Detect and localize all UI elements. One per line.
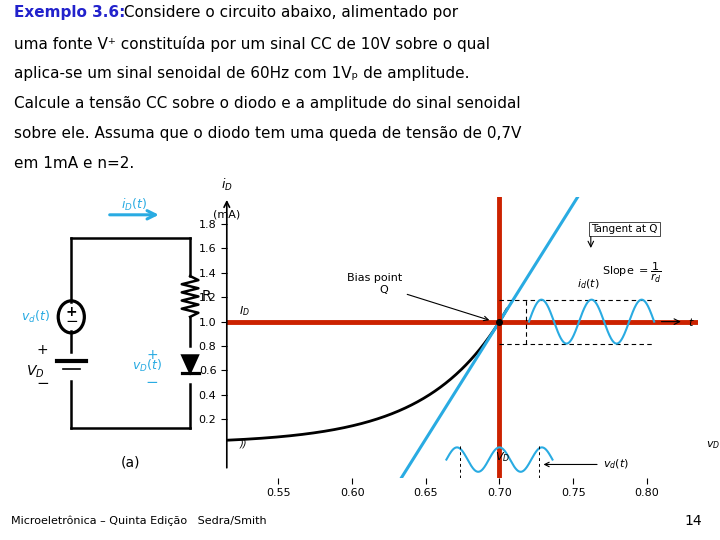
Text: Slope $= \dfrac{1}{r_d}$: Slope $= \dfrac{1}{r_d}$ <box>602 261 662 285</box>
Text: (mA): (mA) <box>213 210 240 219</box>
Text: sobre ele. Assuma que o diodo tem uma queda de tensão de 0,7V: sobre ele. Assuma que o diodo tem uma qu… <box>14 126 522 141</box>
Text: −: − <box>145 375 158 390</box>
Text: $t$: $t$ <box>688 315 695 328</box>
Text: $i_D$: $i_D$ <box>221 177 233 193</box>
Text: $V_D$: $V_D$ <box>27 364 45 381</box>
Text: $i_D(t)$: $i_D(t)$ <box>121 197 148 213</box>
Text: uma fonte V⁺ constituída por um sinal CC de 10V sobre o qual: uma fonte V⁺ constituída por um sinal CC… <box>14 36 490 51</box>
Text: +: + <box>146 348 158 362</box>
Text: aplica-se um sinal senoidal de 60Hz com 1Vₚ de amplitude.: aplica-se um sinal senoidal de 60Hz com … <box>14 66 470 80</box>
Text: em 1mA e n=2.: em 1mA e n=2. <box>14 156 135 171</box>
Text: −: − <box>37 376 49 392</box>
Text: $v_D$(V): $v_D$(V) <box>706 437 720 450</box>
Text: Bias point
      Q: Bias point Q <box>346 273 488 321</box>
Text: +: + <box>66 306 77 320</box>
Polygon shape <box>182 355 198 373</box>
Text: $i_d(t)$: $i_d(t)$ <box>577 278 599 291</box>
Text: Tangent at Q: Tangent at Q <box>591 224 658 234</box>
Text: 14: 14 <box>685 514 702 528</box>
Text: $V_D$: $V_D$ <box>495 450 510 464</box>
Text: )): )) <box>240 438 248 449</box>
Text: +: + <box>37 343 48 357</box>
Text: $I_D$: $I_D$ <box>238 304 249 318</box>
Text: $v_d(t)$: $v_d(t)$ <box>21 309 50 325</box>
Text: −: − <box>65 314 78 329</box>
Text: Exemplo 3.6:: Exemplo 3.6: <box>14 5 126 21</box>
Text: $v_D(t)$: $v_D(t)$ <box>132 359 162 375</box>
Text: Considere o circuito abaixo, alimentado por: Considere o circuito abaixo, alimentado … <box>119 5 458 21</box>
Text: (a): (a) <box>121 456 140 470</box>
Text: Calcule a tensão CC sobre o diodo e a amplitude do sinal senoidal: Calcule a tensão CC sobre o diodo e a am… <box>14 96 521 111</box>
Text: $v_d(t)$: $v_d(t)$ <box>545 458 629 471</box>
Text: Microeletrônica – Quinta Edição   Sedra/Smith: Microeletrônica – Quinta Edição Sedra/Sm… <box>11 516 266 526</box>
Text: R: R <box>202 289 212 303</box>
